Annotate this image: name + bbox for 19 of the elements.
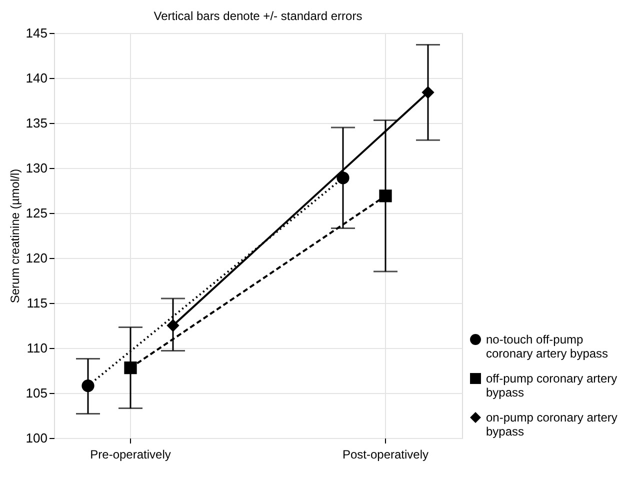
y-tick-label: 120 [26,250,48,266]
point [124,361,137,374]
y-tick-label: 135 [26,116,48,130]
y-tick-label: 110 [26,340,48,356]
x-tick-label: Post-operatively [342,448,429,462]
point [379,190,392,202]
y-tick-label: 105 [26,386,48,400]
y-tick-label: 140 [26,70,48,86]
legend-label: no-touch off-pump coronary artery bypass [486,332,608,360]
legend-label: on-pump coronary artery bypass [486,410,618,438]
y-tick-label: 115 [26,296,48,310]
y-tick-label: 100 [26,430,48,446]
y-tick-label: 125 [26,206,48,220]
x-tick-label: Pre-operatively [90,448,171,462]
y-axis-title: Serum creatinine (µmol/l) [8,168,22,304]
legend-label: off-pump coronary artery bypass [486,372,618,400]
y-tick-label: 145 [26,26,48,40]
chart-title: Vertical bars denote +/- standard errors [154,9,362,23]
y-tick-label: 130 [26,160,48,176]
